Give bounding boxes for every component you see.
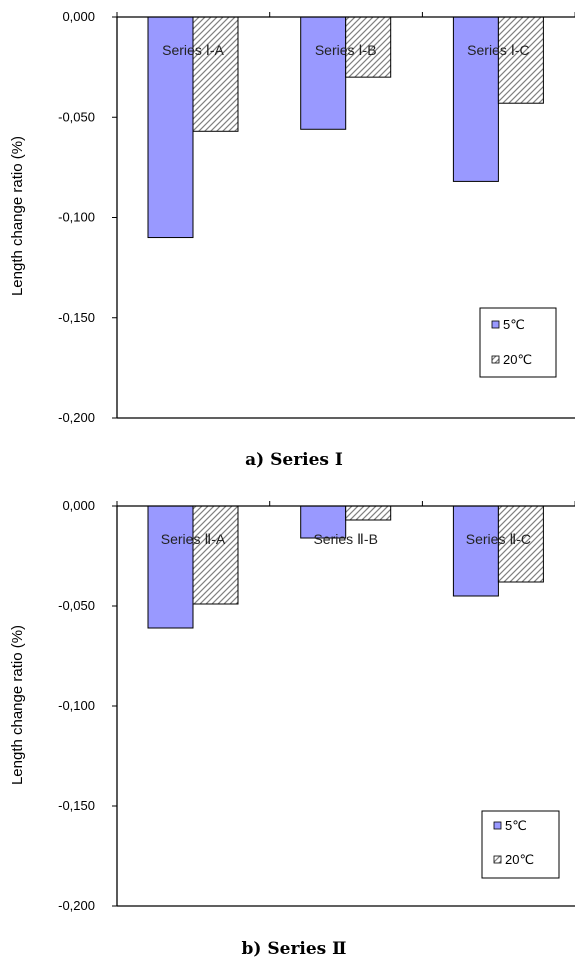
chart-series-1: Length change ratio (%) 0,000 -0,050 -0,10… <box>9 9 575 470</box>
y-tick-label: -0,100 <box>58 698 95 713</box>
legend-label-20c: 20℃ <box>505 852 534 867</box>
bar-5c-2 <box>300 505 347 539</box>
y-tick-label: -0,200 <box>58 898 95 913</box>
y-tick-label: -0,150 <box>58 310 95 325</box>
legend-swatch-5c <box>493 821 502 830</box>
category-label: Series Ⅰ-A <box>162 42 224 58</box>
chart-1-bars <box>147 16 544 239</box>
y-tick-label: -0,150 <box>58 798 95 813</box>
category-label: Series Ⅰ-B <box>315 42 377 58</box>
bar-20c-1 <box>192 505 239 605</box>
bar-20c-2 <box>345 505 392 521</box>
bar-20c-3 <box>497 16 544 104</box>
legend-label-5c: 5℃ <box>505 818 527 833</box>
chart-2-axes <box>116 501 575 907</box>
chart-1-legend: 5℃ 20℃ <box>479 307 557 378</box>
chart-1-category-labels: Series Ⅰ-A Series Ⅰ-B Series Ⅰ-C <box>162 42 529 58</box>
chart-1-ylabel: Length change ratio (%) <box>9 136 26 296</box>
chart-2-yticks: 0,000 -0,050 -0,100 -0,150 -0,200 <box>58 498 117 913</box>
bar-5c-3 <box>452 505 499 597</box>
category-label: Series Ⅱ-B <box>313 531 377 547</box>
chart-2-bars <box>147 505 544 629</box>
category-label: Series Ⅰ-C <box>467 42 529 58</box>
chart-1-axes <box>116 12 575 419</box>
chart-2-ylabel: Length change ratio (%) <box>9 625 26 785</box>
y-tick-label: -0,200 <box>58 410 95 425</box>
legend-swatch-20c <box>493 855 502 864</box>
bar-5c-2 <box>300 16 347 130</box>
legend-swatch-20c <box>491 355 500 364</box>
category-label: Series Ⅱ-A <box>161 531 226 547</box>
y-tick-label: 0,000 <box>62 498 95 513</box>
bar-5c-1 <box>147 16 194 239</box>
legend-label-20c: 20℃ <box>503 352 532 367</box>
y-tick-label: 0,000 <box>62 9 95 24</box>
bar-5c-1 <box>147 505 194 629</box>
legend-label-5c: 5℃ <box>503 317 525 332</box>
y-tick-label: -0,050 <box>58 598 95 613</box>
chart-2-caption: b) Series Ⅱ <box>242 939 347 959</box>
chart-2-category-labels: Series Ⅱ-A Series Ⅱ-B Series Ⅱ-C <box>161 531 531 547</box>
category-label: Series Ⅱ-C <box>466 531 531 547</box>
chart-1-yticks: 0,000 -0,050 -0,100 -0,150 -0,200 <box>58 9 117 425</box>
chart-2-legend: 5℃ 20℃ <box>481 810 560 879</box>
chart-1-caption: a) Series Ⅰ <box>245 450 343 470</box>
legend-swatch-5c <box>491 320 500 329</box>
bar-20c-3 <box>497 505 544 583</box>
y-tick-label: -0,050 <box>58 109 95 124</box>
chart-series-2: Length change ratio (%) 0,000 -0,050 -0,10… <box>9 498 575 959</box>
y-tick-label: -0,100 <box>58 210 95 225</box>
bar-20c-1 <box>192 16 239 132</box>
